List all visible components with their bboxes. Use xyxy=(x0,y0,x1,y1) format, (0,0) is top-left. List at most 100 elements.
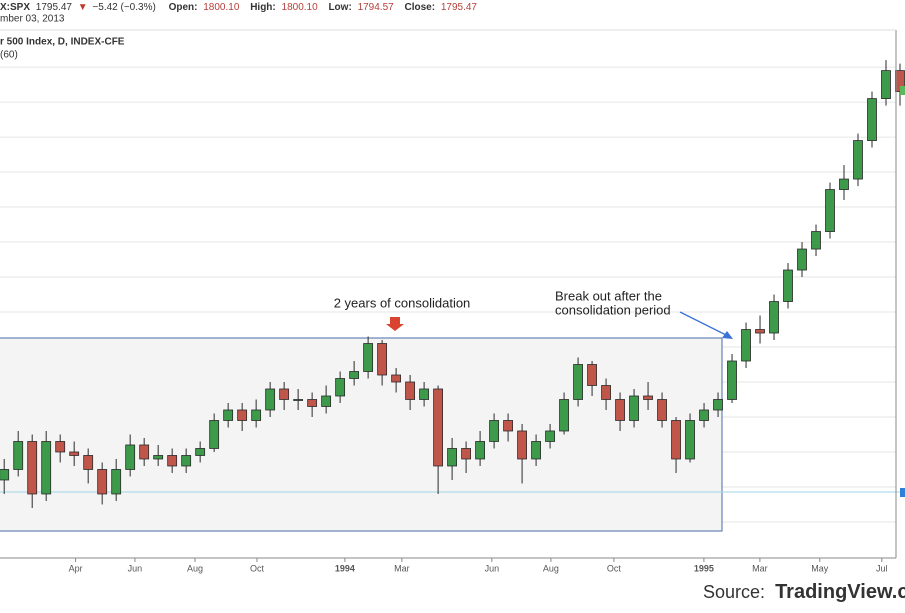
low-label: Low: xyxy=(328,2,351,13)
candle-body xyxy=(0,469,10,481)
candle-body xyxy=(783,269,793,302)
candle-body xyxy=(475,441,485,460)
open-label: Open: xyxy=(169,2,198,13)
x-tick-label: Apr xyxy=(69,563,83,573)
annotation-arrowhead xyxy=(722,331,733,339)
close-label: Close: xyxy=(405,2,436,13)
consolidation-box xyxy=(0,337,723,532)
candle-body xyxy=(881,70,891,99)
candle-body xyxy=(853,140,863,180)
candle-body xyxy=(657,399,667,421)
candle-body xyxy=(139,444,150,460)
candle-body xyxy=(41,441,52,495)
candle-body xyxy=(405,381,416,400)
price-marker xyxy=(900,86,905,95)
candle-body xyxy=(615,399,625,421)
source: Source: TradingView.co xyxy=(703,581,905,603)
candle-body xyxy=(321,395,332,407)
candle-body xyxy=(13,441,24,470)
x-tick-label: Mar xyxy=(394,563,410,573)
price: 1795.47 xyxy=(36,2,73,13)
candle-body xyxy=(377,343,388,376)
candle-body xyxy=(293,399,304,401)
candle-body xyxy=(279,388,290,400)
candle-body xyxy=(601,385,611,400)
down-arrow: ▼ xyxy=(78,2,88,13)
candle-body xyxy=(181,455,192,467)
candle-body xyxy=(335,378,346,397)
candle-body xyxy=(167,455,178,467)
candles xyxy=(0,60,905,508)
candle-body xyxy=(517,430,527,460)
candle-body xyxy=(307,399,318,407)
x-tick-label: May xyxy=(811,563,829,573)
candle-body xyxy=(825,189,835,232)
series-title: r 500 Index, D, INDEX-CFE xyxy=(0,37,125,48)
candle-body xyxy=(153,455,164,460)
level-marker xyxy=(900,488,905,497)
source-prefix: Source: xyxy=(703,582,765,602)
annotation: consolidation period xyxy=(555,302,671,317)
annotation: Break out after the xyxy=(555,288,662,303)
candle-body xyxy=(643,395,653,400)
candle-body xyxy=(27,441,38,495)
candle-body xyxy=(251,409,262,421)
candle-body xyxy=(727,360,737,400)
high-value: 1800.10 xyxy=(282,2,319,13)
candle-body xyxy=(97,469,108,495)
x-tick-label: Oct xyxy=(607,563,622,573)
low-value: 1794.57 xyxy=(358,2,395,13)
candle-body xyxy=(559,399,569,432)
x-axis: Apr Jun Aug Oct 1994 Mar Jun Aug Oct 1995 Mar May Ju… xyxy=(69,558,888,573)
candle-body xyxy=(265,388,276,411)
candle-body xyxy=(629,395,639,421)
candle-body xyxy=(433,388,444,467)
candle-body xyxy=(69,451,80,456)
x-tick-label: 1994 xyxy=(335,563,355,573)
candle-body xyxy=(769,301,779,334)
header-line: X:SPX 1795.47 ▼ −5.42 (−0.3%) Open: 1800… xyxy=(0,2,477,13)
candle-body xyxy=(797,248,807,271)
candle-body xyxy=(111,469,122,495)
candle-body xyxy=(391,374,402,383)
high-label: High: xyxy=(250,2,276,13)
open-value: 1800.10 xyxy=(203,2,240,13)
candle-body xyxy=(363,343,374,372)
candle-body xyxy=(671,420,681,460)
source-site: TradingView.co xyxy=(775,581,905,603)
candle-body xyxy=(545,430,555,442)
x-tick-label: 1995 xyxy=(694,563,714,573)
x-tick-label: Jun xyxy=(485,563,500,573)
candle-body xyxy=(489,420,499,442)
candle-body xyxy=(419,388,430,400)
annotation: 2 years of consolidation xyxy=(334,295,471,310)
candle-body xyxy=(83,455,94,470)
candle-body xyxy=(209,420,220,449)
candle-body xyxy=(461,448,471,460)
x-tick-label: Mar xyxy=(752,563,768,573)
candle-body xyxy=(713,399,723,411)
candle-body xyxy=(195,448,206,456)
x-tick-label: Aug xyxy=(543,563,559,573)
candle-body xyxy=(755,329,765,334)
candle-body xyxy=(531,441,541,460)
symbol: X:SPX xyxy=(0,2,30,13)
candle-body xyxy=(447,448,457,467)
candle-body xyxy=(587,364,597,386)
candle-body xyxy=(685,420,695,460)
candle-body xyxy=(125,444,136,470)
candle-body xyxy=(503,420,513,432)
x-tick-label: Jun xyxy=(128,563,143,573)
indicator: (60) xyxy=(0,50,18,61)
candle-body xyxy=(237,409,248,421)
candle-body xyxy=(223,409,234,421)
candle-body xyxy=(839,178,849,190)
annotation-arrow xyxy=(679,311,729,337)
header-date: mber 03, 2013 xyxy=(0,14,65,25)
change: −5.42 (−0.3%) xyxy=(92,2,155,13)
close-value: 1795.47 xyxy=(441,2,478,13)
candle-body xyxy=(867,98,877,141)
candle-body xyxy=(741,329,751,362)
candle-body xyxy=(573,364,583,400)
